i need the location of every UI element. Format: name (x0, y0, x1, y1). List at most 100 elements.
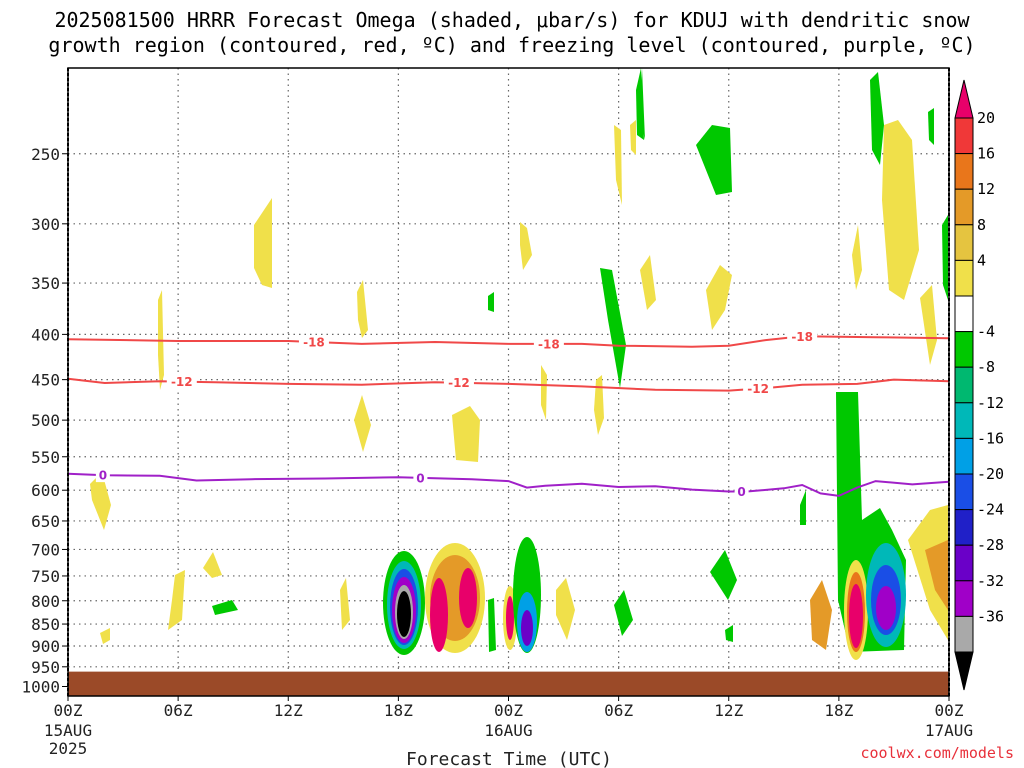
colorbar-swatch (954, 188, 974, 226)
omega-patch (810, 580, 832, 650)
title-line-2: growth region (contoured, red, ºC) and f… (48, 33, 976, 57)
x-tick-date-label: 17AUG (925, 721, 973, 740)
omega-patch (357, 280, 368, 338)
colorbar-tick-label: 4 (977, 251, 986, 269)
colorbar-tick-label: 20 (977, 109, 995, 127)
y-tick-label: 900 (31, 637, 60, 656)
colorbar-tick-label: 16 (977, 145, 995, 163)
colorbar-swatch (954, 473, 974, 511)
y-tick-label: 400 (31, 325, 60, 344)
omega-patch (594, 375, 604, 435)
contour-label-background (166, 374, 197, 389)
contour-label: 0 (416, 471, 424, 485)
omega-patch (212, 600, 238, 615)
omega-patch (630, 120, 636, 155)
colorbar-swatch (954, 402, 974, 439)
colorbar-tick-label: -28 (977, 536, 1004, 554)
colorbar-top-arrow (954, 79, 974, 119)
chart-title: 2025081500 HRRR Forecast Omega (shaded, … (0, 8, 1024, 58)
colorbar-tick-label: -16 (977, 429, 1004, 447)
colorbar-tick-label: -12 (977, 394, 1004, 412)
colorbar-tick-label: -36 (977, 607, 1004, 625)
omega-patch (706, 265, 732, 330)
omega-patch (800, 490, 806, 525)
y-tick-label: 600 (31, 481, 60, 500)
omega-patch (556, 578, 575, 640)
contour-label-background (95, 468, 110, 483)
y-axis-ticks: 250 300 350 400 450 500 550 600 650 700 750 800 850 9… (21, 145, 68, 697)
x-tick-label: 06Z (604, 701, 633, 720)
omega-patch (852, 225, 862, 290)
y-tick-label: 800 (31, 592, 60, 611)
y-tick-label: 350 (31, 274, 60, 293)
y-tick-label: 250 (31, 145, 60, 164)
colorbar-swatch (954, 295, 974, 333)
title-line-1: 2025081500 HRRR Forecast Omega (shaded, … (54, 8, 970, 32)
temperature-contours: -18 -18 -18 -12 -12 -12 0 0 0 (68, 329, 949, 499)
ground-surface (68, 671, 949, 696)
colorbar-tick-label: -24 (977, 501, 1004, 519)
y-tick-label: 300 (31, 215, 60, 234)
colorbar-swatch (954, 509, 974, 546)
omega-patch (488, 598, 496, 652)
colorbar-tick-label: 8 (977, 216, 986, 234)
omega-patch (521, 610, 533, 646)
colorbar-tick-label: -32 (977, 572, 1004, 590)
omega-patch (870, 72, 884, 165)
omega-patch (430, 578, 448, 652)
colorbar-tick-label: -8 (977, 358, 995, 376)
omega-patch (397, 591, 411, 637)
x-axis-label: Forecast Time (UTC) (406, 749, 612, 768)
x-tick-label: 00Z (494, 701, 523, 720)
colorbar-swatch (954, 331, 974, 368)
contour-label: -18 (303, 336, 325, 350)
credit-text: coolwx.com/models (860, 744, 1014, 762)
omega-patch (452, 406, 480, 462)
contour-label: -12 (747, 382, 769, 396)
omega-patch (614, 125, 622, 205)
omega-patch (506, 596, 514, 640)
contour-label: -12 (448, 376, 470, 390)
y-tick-label: 950 (31, 658, 60, 677)
colorbar-tick-label: -20 (977, 465, 1004, 483)
colorbar-swatch (954, 615, 974, 653)
colorbar-tick-label: 12 (977, 180, 995, 198)
x-tick-label: 18Z (824, 701, 853, 720)
contour-label-background (734, 484, 749, 499)
omega-patch (614, 590, 633, 636)
colorbar-swatch (954, 259, 974, 297)
contour-label-background (413, 470, 428, 485)
colorbar-bottom-arrow (954, 651, 974, 691)
contour-label: 0 (99, 469, 107, 483)
y-tick-label: 450 (31, 371, 60, 390)
omega-patch (636, 68, 644, 140)
y-tick-label: 650 (31, 512, 60, 531)
omega-patch (849, 584, 863, 648)
omega-patch (710, 550, 737, 600)
colorbar-swatch (954, 580, 974, 617)
x-tick-label: 18Z (384, 701, 413, 720)
x-tick-label: 12Z (274, 701, 303, 720)
omega-patch (520, 222, 532, 270)
omega-patch (340, 578, 350, 630)
omega-patch (882, 120, 919, 300)
omega-patch (168, 570, 185, 630)
colorbar-swatch (954, 224, 974, 261)
y-tick-label: 700 (31, 540, 60, 559)
contour-label-background (298, 335, 329, 350)
contour-label-background (743, 381, 774, 396)
colorbar-swatch (954, 544, 974, 582)
omega-patch (725, 625, 733, 642)
colorbar-swatch (954, 153, 974, 190)
contour-label-background (533, 336, 564, 351)
contour-label: -12 (171, 375, 193, 389)
y-tick-label: 850 (31, 615, 60, 634)
omega-patch (90, 472, 111, 530)
x-tick-label: 12Z (714, 701, 743, 720)
omega-patch (459, 568, 477, 628)
colorbar: 20 16 12 8 4 -4 -8 -12 -16 -20 -24 -28 -32 -36 (954, 79, 1004, 691)
omega-patch (541, 365, 547, 420)
x-tick-date-label: 16AUG (484, 721, 532, 740)
x-tick-date-label: 15AUG (44, 721, 92, 740)
